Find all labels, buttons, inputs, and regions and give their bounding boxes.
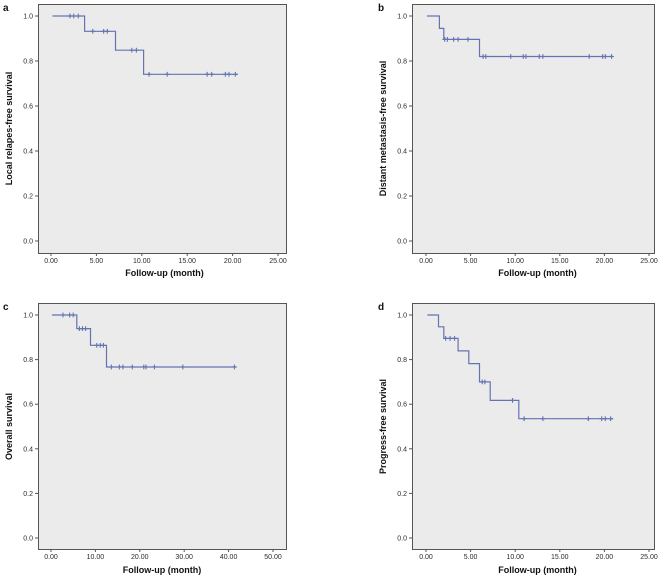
x-tick-label: 10.00 xyxy=(87,554,105,561)
y-tick-label: 0.4 xyxy=(23,446,33,453)
x-tick-label: 40.00 xyxy=(220,554,238,561)
y-axis-label: Distant metastasis-free survival xyxy=(378,61,388,197)
y-tick-label: 0.2 xyxy=(23,194,33,201)
y-tick-label: 0.8 xyxy=(397,59,407,66)
y-tick-label: 0.6 xyxy=(23,104,33,111)
y-tick-label: 0.4 xyxy=(397,149,407,156)
panel-d: 0.00 5.00 10.00 15.00 20.00 25.00 0.0 0.2 0.4 0.6… xyxy=(378,302,658,575)
y-tick-label: 0.0 xyxy=(397,536,407,543)
y-tick-label: 0.6 xyxy=(397,104,407,111)
panel-letter: a xyxy=(3,3,9,14)
panel-letter: d xyxy=(378,302,384,313)
x-tick-label: 0.00 xyxy=(44,258,58,265)
y-tick-label: 0.2 xyxy=(397,491,407,498)
km-curve xyxy=(52,15,238,75)
x-tick-label: 20.00 xyxy=(131,554,149,561)
x-tick-label: 25.00 xyxy=(640,258,658,265)
censor-marks xyxy=(60,312,237,370)
censor-marks xyxy=(442,37,614,59)
y-tick-label: 1.0 xyxy=(23,14,33,21)
plot-area xyxy=(38,4,287,254)
y-tick-label: 0.8 xyxy=(23,59,33,66)
y-tick-label: 0.2 xyxy=(397,194,407,201)
x-tick-label: 5.00 xyxy=(90,258,104,265)
x-axis-label: Follow-up (month) xyxy=(123,565,201,575)
censor-marks xyxy=(67,13,238,77)
x-tick-label: 25.00 xyxy=(640,554,658,561)
y-axis-label: Progress-free survival xyxy=(378,379,388,474)
y-tick-label: 0.6 xyxy=(397,402,407,409)
x-tick-label: 0.00 xyxy=(419,258,433,265)
y-tick-label: 1.0 xyxy=(397,14,407,21)
panel-a: 0.00 5.00 10.00 15.00 20.00 25.00 0.0 0.2 0.4 0.6… xyxy=(3,3,287,278)
panel-c: 0.00 10.00 20.00 30.00 40.00 50.00 0.0 0.2 0.4 0.… xyxy=(3,302,287,575)
y-tick-label: 0.6 xyxy=(23,402,33,409)
censor-marks xyxy=(443,336,614,422)
y-tick-label: 0.8 xyxy=(397,357,407,364)
plot-area xyxy=(412,4,655,254)
x-tick-label: 5.00 xyxy=(464,554,478,561)
y-tick-label: 0.2 xyxy=(23,491,33,498)
y-tick-label: 1.0 xyxy=(397,313,407,320)
plot-area xyxy=(38,303,287,550)
x-tick-label: 15.00 xyxy=(551,554,569,561)
plot-area xyxy=(412,303,655,550)
x-tick-label: 15.00 xyxy=(178,258,196,265)
panel-b: 0.00 5.00 10.00 15.00 20.00 25.00 0.0 0.2 0.4 0.6… xyxy=(378,3,658,278)
km-curve xyxy=(426,15,614,58)
y-tick-label: 0.0 xyxy=(397,239,407,246)
x-tick-label: 20.00 xyxy=(596,258,614,265)
x-tick-label: 10.00 xyxy=(506,554,524,561)
panel-letter: c xyxy=(3,302,9,313)
y-tick-label: 0.0 xyxy=(23,239,33,246)
x-tick-label: 30.00 xyxy=(175,554,193,561)
km-curve xyxy=(427,314,614,420)
km-curve xyxy=(51,314,237,368)
y-axis-label: Local relapes-free survival xyxy=(4,72,14,186)
x-axis-label: Follow-up (month) xyxy=(125,268,203,278)
y-axis-label: Overall survival xyxy=(4,393,14,460)
y-tick-label: 1.0 xyxy=(23,313,33,320)
y-tick-label: 0.0 xyxy=(23,536,33,543)
x-axis-label: Follow-up (month) xyxy=(498,268,576,278)
x-tick-label: 15.00 xyxy=(551,258,569,265)
y-tick-label: 0.8 xyxy=(23,357,33,364)
x-tick-label: 20.00 xyxy=(224,258,242,265)
x-tick-label: 50.00 xyxy=(264,554,282,561)
x-tick-label: 10.00 xyxy=(133,258,151,265)
x-tick-label: 20.00 xyxy=(596,554,614,561)
x-tick-label: 0.00 xyxy=(44,554,58,561)
x-tick-label: 0.00 xyxy=(419,554,433,561)
y-tick-label: 0.4 xyxy=(23,149,33,156)
x-tick-label: 10.00 xyxy=(506,258,524,265)
x-tick-label: 25.00 xyxy=(269,258,287,265)
y-tick-label: 0.4 xyxy=(397,446,407,453)
x-tick-label: 5.00 xyxy=(464,258,478,265)
x-axis-label: Follow-up (month) xyxy=(498,565,576,575)
panel-letter: b xyxy=(378,3,384,14)
